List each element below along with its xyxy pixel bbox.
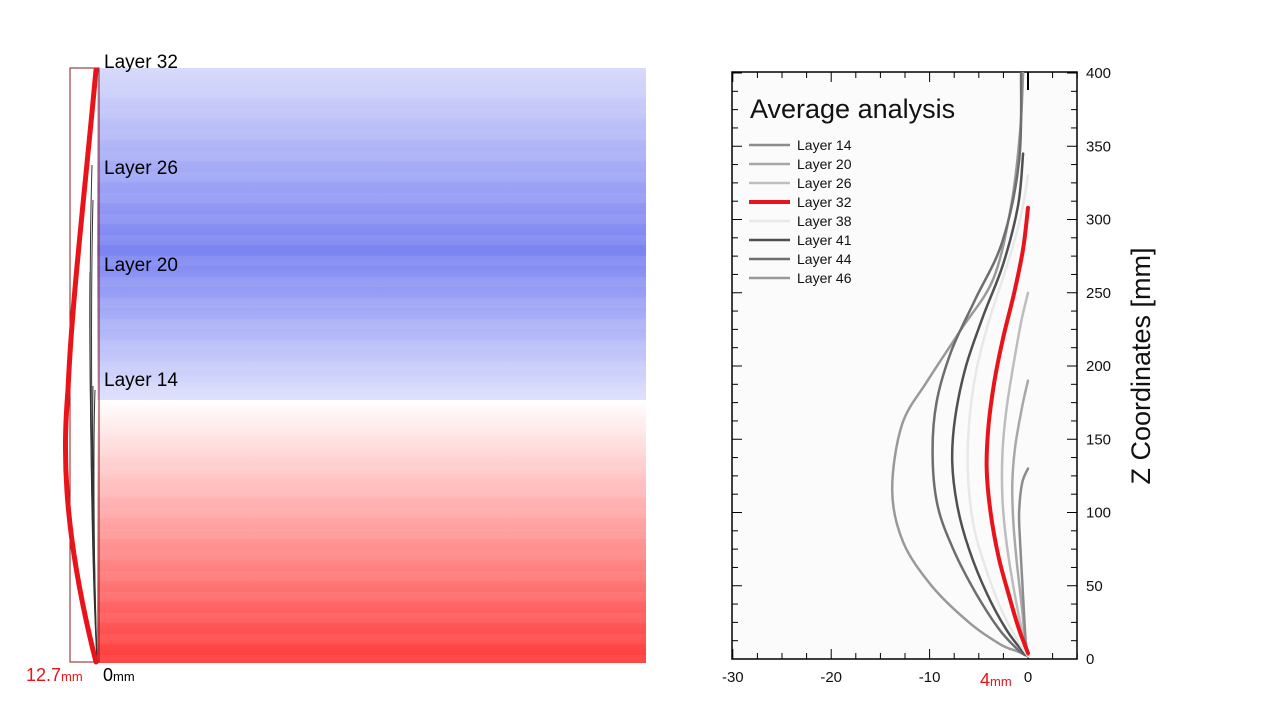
layer-stripe xyxy=(97,130,646,140)
layer-stripes xyxy=(97,88,646,665)
legend-label: Layer 38 xyxy=(797,213,852,229)
layer-32-label: Layer 32 xyxy=(104,52,178,73)
plot-area xyxy=(731,71,1078,660)
y-tick-label: 300 xyxy=(1086,212,1111,229)
series-line-layer-26 xyxy=(1000,291,1030,656)
axis-ticks xyxy=(732,72,1078,660)
layer-stripe xyxy=(97,361,646,371)
legend-label: Layer 32 xyxy=(797,194,852,210)
left-thin-curve xyxy=(93,389,98,661)
layer-stripe xyxy=(97,487,646,497)
callout-unit: mm xyxy=(990,674,1012,689)
legend-label: Layer 44 xyxy=(797,251,852,267)
layer-stripe xyxy=(97,508,646,518)
layer-stripe xyxy=(97,445,646,455)
layer-stripe xyxy=(97,424,646,434)
x-tick-label: -10 xyxy=(919,669,941,686)
layer-stripe xyxy=(97,235,646,245)
x-tick-label: -30 xyxy=(722,669,744,686)
x-tick-label: -20 xyxy=(820,669,842,686)
blue-layer-band xyxy=(97,68,646,400)
legend-label: Layer 14 xyxy=(797,137,852,153)
layer-stripe xyxy=(97,277,646,287)
zero-displacement-label: 0mm xyxy=(103,665,135,685)
zero-displacement-unit: mm xyxy=(113,669,135,684)
layer-stripe xyxy=(97,319,646,329)
legend-label: Layer 20 xyxy=(797,156,852,172)
y-tick-label: 150 xyxy=(1086,431,1111,448)
layer-14-label: Layer 14 xyxy=(104,370,178,391)
layer-stripe xyxy=(97,466,646,476)
series-line-layer-32 xyxy=(984,205,1030,656)
layer-stripe xyxy=(97,529,646,539)
y-tick-label: 250 xyxy=(1086,285,1111,302)
max-displacement-label: 12.7mm xyxy=(26,665,83,685)
layer-stripe xyxy=(97,634,646,644)
layer-stripe xyxy=(97,613,646,623)
y-axis-label: Z Coordinates [mm] xyxy=(1126,247,1156,484)
legend-label: Layer 26 xyxy=(797,175,852,191)
y-tick-label: 400 xyxy=(1086,65,1111,82)
layer-stripe xyxy=(97,298,646,308)
chart-legend: Layer 14 Layer 20 Layer 26 Layer 32 Layer 38… xyxy=(749,137,852,286)
y-tick-label: 50 xyxy=(1086,578,1103,595)
callout-value: 4 xyxy=(980,670,990,690)
layer-20-label: Layer 20 xyxy=(104,255,178,276)
layer-stripe xyxy=(97,214,646,224)
max-displacement-unit: mm xyxy=(61,669,83,684)
y-tick-label: 100 xyxy=(1086,505,1111,522)
zero-displacement-value: 0 xyxy=(103,665,113,685)
x-tick-label: 0 xyxy=(1024,669,1032,686)
left-layer-32-curve xyxy=(62,67,99,665)
layer-stack-panel: Layer 32 Layer 26 Layer 20 Layer 14 12.7… xyxy=(26,52,646,685)
layer-stripe xyxy=(97,193,646,203)
layer-stripe xyxy=(97,403,646,413)
max-displacement-value: 12.7 xyxy=(26,665,61,685)
left-deflection-curves xyxy=(62,67,99,665)
legend-label: Layer 41 xyxy=(797,232,852,248)
red-layer-band xyxy=(97,400,646,663)
layer-stripe xyxy=(97,256,646,266)
layer-26-label: Layer 26 xyxy=(104,158,178,179)
left-thin-curve xyxy=(89,164,98,661)
y-tick-label: 350 xyxy=(1086,138,1111,155)
layer-stripe xyxy=(97,571,646,581)
layer-stripe xyxy=(97,172,646,182)
series-line-layer-44 xyxy=(931,71,1030,658)
y-tick-label: 200 xyxy=(1086,358,1111,375)
y-tick-labels: 0 50 100 150 200 250 300 350 400 xyxy=(1086,65,1111,668)
chart-series xyxy=(890,71,1030,658)
layer-stripe xyxy=(97,88,646,98)
x-tick-labels: -30 -20 -10 0 xyxy=(722,669,1032,686)
layer-stripe xyxy=(97,109,646,119)
y-tick-label: 0 xyxy=(1086,651,1094,668)
chart-title: Average analysis xyxy=(750,94,955,124)
legend-label: Layer 46 xyxy=(797,270,852,286)
series-line-layer-38 xyxy=(966,174,1030,658)
layer-stripe xyxy=(97,655,646,665)
callout-4mm: 4mm xyxy=(980,670,1012,690)
layer-stripe xyxy=(97,382,646,392)
layer-stripe xyxy=(97,340,646,350)
layer-stripe xyxy=(97,550,646,560)
layer-stripe xyxy=(97,592,646,602)
series-line-layer-41 xyxy=(950,152,1030,658)
average-analysis-chart: Average analysis Layer 14 Layer 20 Layer 2… xyxy=(722,65,1156,690)
layer-stripe xyxy=(97,151,646,161)
